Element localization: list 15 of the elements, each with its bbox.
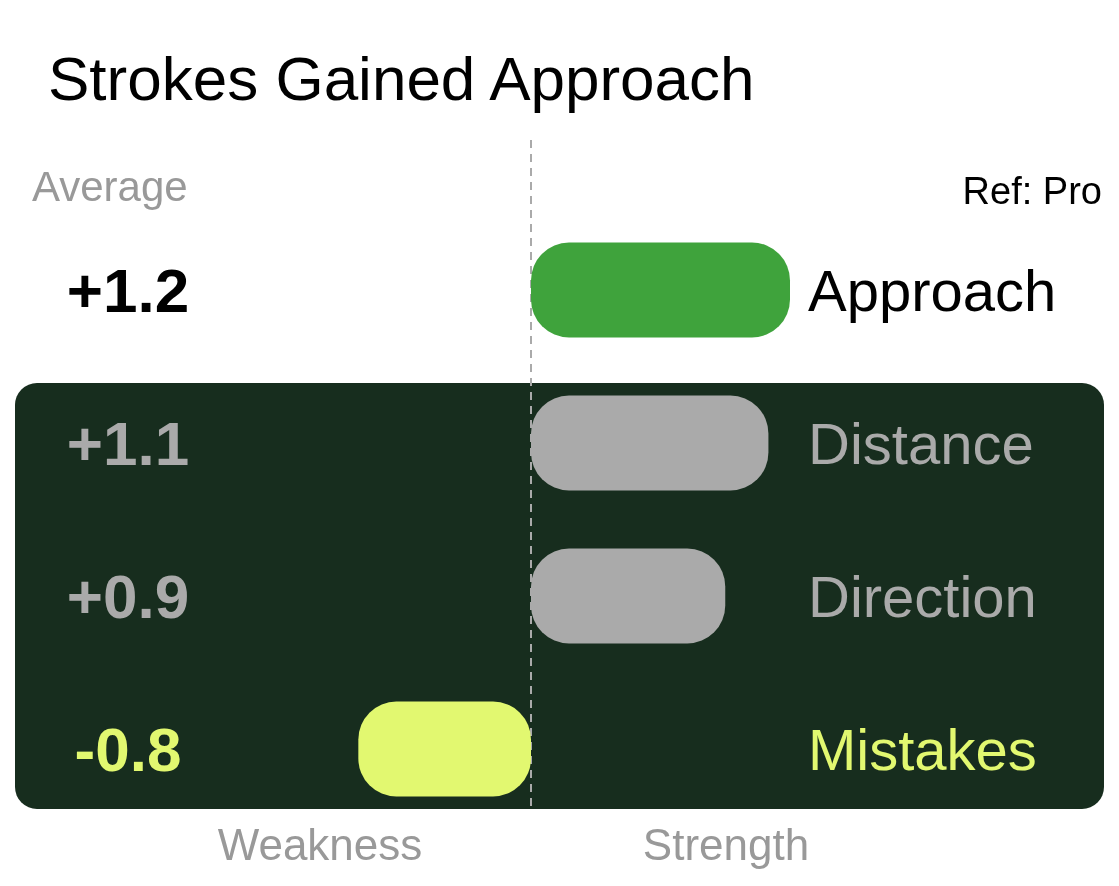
data-label: +1.2	[66, 256, 190, 325]
y-tick-label: Distance	[808, 411, 1034, 476]
y-tick-label: Direction	[808, 564, 1037, 629]
bar	[358, 701, 531, 797]
data-label: +0.9	[66, 562, 190, 631]
y-tick-label: Mistakes	[808, 717, 1037, 782]
text: Ref: Pro	[962, 170, 1102, 212]
y-tick-label: Approach	[808, 258, 1057, 323]
chart-title: Strokes Gained Approach	[48, 44, 755, 113]
bar	[531, 242, 790, 338]
text: Average	[32, 163, 188, 210]
text: Strength	[642, 820, 810, 869]
text: Weakness	[217, 820, 423, 869]
data-label: -0.8	[74, 715, 182, 784]
data-label: +1.1	[66, 409, 190, 478]
